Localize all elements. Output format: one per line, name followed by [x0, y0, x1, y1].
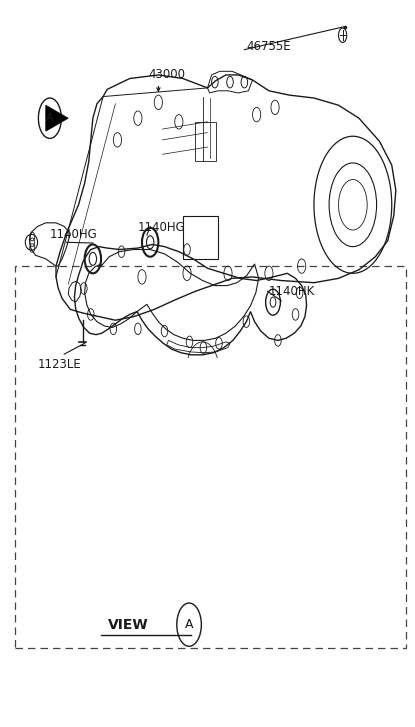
Polygon shape: [46, 105, 68, 131]
Text: VIEW: VIEW: [107, 618, 148, 632]
Bar: [183, 216, 218, 259]
Text: A: A: [46, 113, 54, 123]
Text: 43000: 43000: [148, 68, 185, 81]
Text: 46755E: 46755E: [247, 39, 291, 52]
Text: A: A: [185, 618, 193, 631]
Text: 1140HG: 1140HG: [50, 228, 98, 241]
Text: 1140HK: 1140HK: [269, 285, 315, 298]
Bar: [195, 122, 216, 161]
Text: 1123LE: 1123LE: [38, 358, 81, 371]
Text: 1140HG: 1140HG: [138, 220, 186, 233]
